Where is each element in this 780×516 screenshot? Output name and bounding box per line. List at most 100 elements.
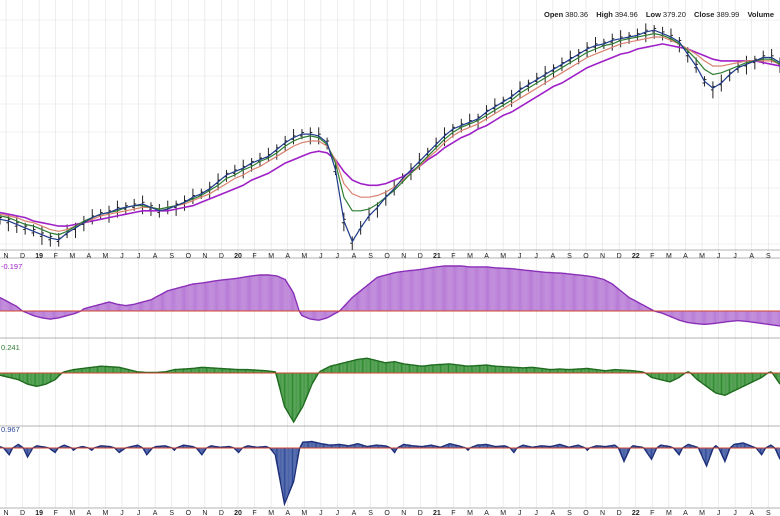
x-tick-label: A: [153, 253, 158, 260]
x-tick-label: A: [484, 253, 489, 260]
close-value: 389.99: [716, 10, 740, 19]
x-tick-label: J: [336, 253, 340, 260]
x-tick-label-bottom: J: [319, 510, 323, 516]
x-tick-label-bottom: N: [3, 510, 8, 516]
open-label: Open: [543, 10, 564, 19]
x-tick-label: D: [418, 253, 423, 260]
x-tick-label-bottom: M: [666, 510, 672, 516]
x-tick-label: A: [87, 253, 92, 260]
x-tick-label: N: [3, 253, 8, 260]
x-tick-label-bottom: S: [169, 510, 174, 516]
x-tick-label-bottom: F: [54, 510, 58, 516]
x-tick-label: O: [583, 253, 589, 260]
x-tick-label-bottom: J: [120, 510, 124, 516]
x-tick-label: A: [551, 253, 556, 260]
x-tick-label-bottom: D: [20, 510, 25, 516]
x-tick-label: M: [268, 253, 274, 260]
x-tick-label: M: [467, 253, 473, 260]
x-tick-label: J: [535, 253, 539, 260]
x-tick-label-bottom: 22: [632, 510, 640, 516]
open-value: 380.36: [565, 10, 589, 19]
panel1-value: -0.197: [1, 262, 23, 271]
x-tick-label-bottom: O: [186, 510, 192, 516]
x-tick-label-bottom: D: [219, 510, 224, 516]
x-tick-label: A: [683, 253, 688, 260]
x-tick-label: J: [518, 253, 522, 260]
x-tick-label-bottom: 21: [433, 510, 441, 516]
panel3-value: 0.967: [1, 425, 20, 434]
x-tick-label: A: [352, 253, 357, 260]
x-tick-label-bottom: M: [103, 510, 109, 516]
high-label: High: [596, 10, 613, 19]
x-tick-label-bottom: M: [268, 510, 274, 516]
x-tick-label: S: [368, 253, 373, 260]
x-tick-label-bottom: M: [69, 510, 75, 516]
close-label: Close: [693, 10, 715, 19]
x-tick-label: J: [319, 253, 323, 260]
x-tick-label-bottom: N: [600, 510, 605, 516]
x-tick-label-bottom: N: [202, 510, 207, 516]
x-tick-label: D: [219, 253, 224, 260]
x-tick-label-bottom: J: [733, 510, 737, 516]
x-tick-label: S: [766, 253, 771, 260]
x-tick-label: J: [120, 253, 124, 260]
ma-fast-line: [0, 29, 780, 243]
panel2-value: 0.241: [1, 343, 20, 352]
x-tick-label: M: [666, 253, 672, 260]
x-tick-label: M: [500, 253, 506, 260]
ohlc-readout: Open 380.36 High 394.96 Low 379.20 Close 389…: [544, 10, 776, 19]
x-tick-label: N: [600, 253, 605, 260]
x-tick-label: S: [567, 253, 572, 260]
x-tick-label: 20: [234, 253, 242, 260]
x-tick-label: M: [69, 253, 75, 260]
x-tick-label-bottom: J: [717, 510, 721, 516]
x-tick-label: J: [137, 253, 141, 260]
x-tick-label-bottom: J: [137, 510, 141, 516]
x-tick-label-bottom: A: [749, 510, 754, 516]
x-tick-label: D: [20, 253, 25, 260]
x-tick-label: S: [169, 253, 174, 260]
x-tick-label: F: [650, 253, 654, 260]
x-tick-label-bottom: 20: [234, 510, 242, 516]
x-tick-label: J: [733, 253, 737, 260]
low-value: 379.20: [662, 10, 686, 19]
x-tick-label-bottom: J: [535, 510, 539, 516]
x-tick-label-bottom: S: [567, 510, 572, 516]
x-tick-label-bottom: M: [467, 510, 473, 516]
x-tick-label: A: [285, 253, 290, 260]
x-tick-label-bottom: N: [401, 510, 406, 516]
x-tick-label: F: [54, 253, 58, 260]
x-tick-label-bottom: 19: [35, 510, 43, 516]
x-tick-label-bottom: F: [650, 510, 654, 516]
panel3-line: [0, 440, 780, 507]
x-tick-label: F: [252, 253, 256, 260]
ma-salmon-line: [0, 36, 780, 232]
x-tick-label-bottom: A: [352, 510, 357, 516]
x-tick-label: M: [103, 253, 109, 260]
panel2-line: [0, 357, 780, 424]
x-tick-label-bottom: J: [336, 510, 340, 516]
x-tick-label: J: [717, 253, 721, 260]
x-tick-label: O: [186, 253, 192, 260]
volume-label: Volume: [747, 10, 774, 19]
x-tick-label-bottom: A: [285, 510, 290, 516]
x-tick-label-bottom: A: [551, 510, 556, 516]
x-tick-label-bottom: J: [518, 510, 522, 516]
x-tick-label-bottom: D: [418, 510, 423, 516]
x-tick-label-bottom: M: [500, 510, 506, 516]
x-tick-label-bottom: O: [384, 510, 390, 516]
x-tick-label: O: [384, 253, 390, 260]
ma-purple-line: [0, 43, 780, 227]
x-tick-label: F: [451, 253, 455, 260]
x-tick-label: M: [301, 253, 307, 260]
x-tick-label-bottom: D: [617, 510, 622, 516]
x-tick-label-bottom: M: [699, 510, 705, 516]
x-tick-label: A: [749, 253, 754, 260]
x-tick-label-bottom: A: [683, 510, 688, 516]
panel1-line: [0, 265, 780, 327]
x-tick-label: 22: [632, 253, 640, 260]
x-tick-label: D: [617, 253, 622, 260]
x-tick-label-bottom: A: [87, 510, 92, 516]
x-tick-label: 19: [35, 253, 43, 260]
